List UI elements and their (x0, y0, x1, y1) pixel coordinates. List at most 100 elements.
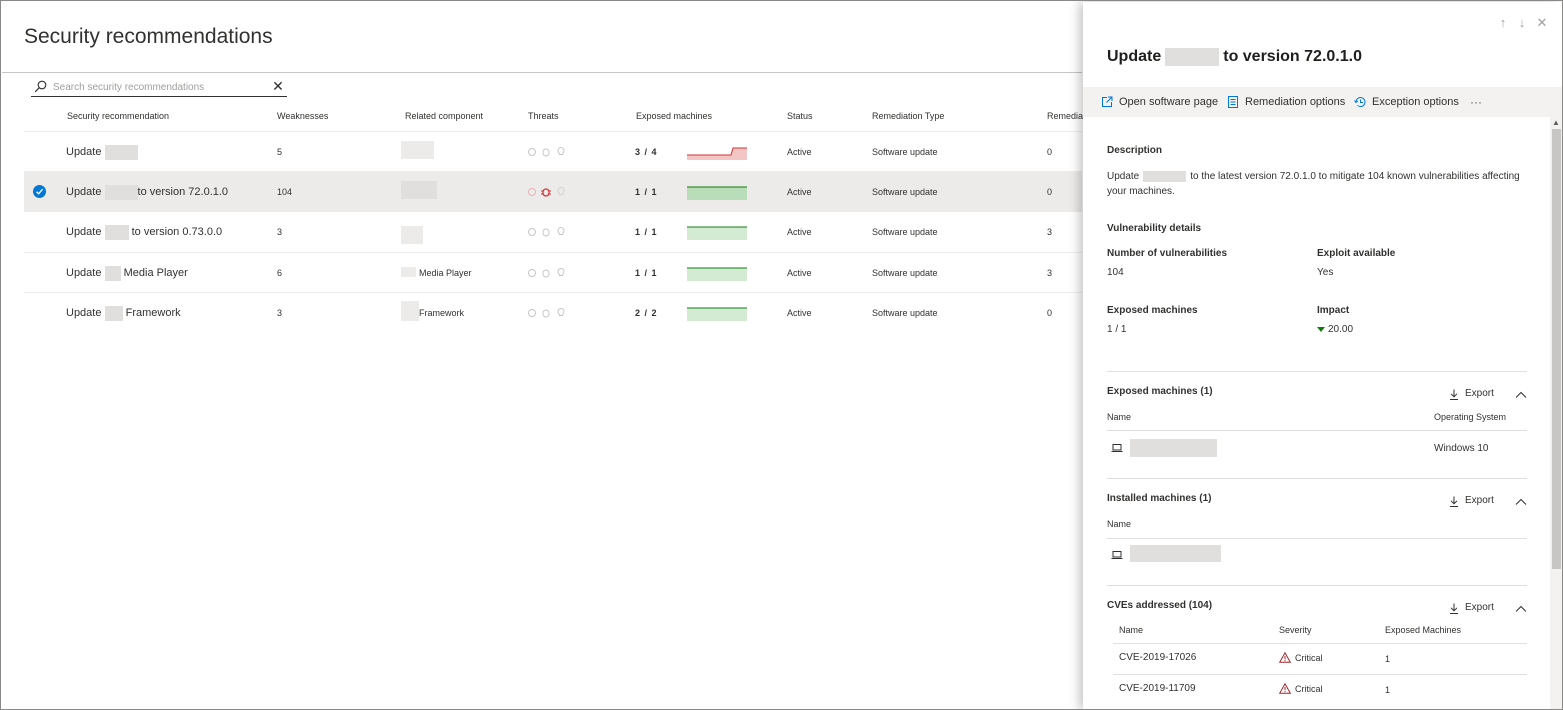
command-bar: Open software page Remediation options E… (1083, 87, 1562, 117)
row-name: Update Framework (66, 305, 181, 321)
description-label: Description (1107, 145, 1163, 156)
row-exposed: 1 / 1 (635, 187, 658, 197)
exposed-machines-section-title: Exposed machines (1) (1107, 386, 1213, 397)
row-name: Update to version 0.73.0.0 (66, 224, 223, 240)
row-remediation: 3 (1047, 227, 1053, 237)
num-vulnerabilities-label: Number of vulnerabilities (1107, 248, 1228, 259)
description-text: Update to the latest version 72.0.1.0 to … (1107, 170, 1520, 197)
exposure-sparkline (687, 226, 747, 240)
section-divider (1107, 371, 1527, 372)
chevron-up-icon[interactable] (1515, 497, 1527, 507)
exposure-sparkline (687, 147, 747, 160)
page-title: Security recommendations (24, 25, 273, 48)
download-icon (1450, 389, 1458, 400)
row-name: Update (66, 132, 138, 172)
exposure-sparkline (687, 186, 747, 200)
num-vulnerabilities-value: 104 (1107, 267, 1124, 278)
row-weaknesses: 3 (277, 308, 283, 318)
col-header-remediation-type[interactable]: Remediation Type (872, 111, 945, 121)
list-icon (1228, 96, 1238, 108)
threat-icons (528, 146, 565, 157)
redacted-text (104, 184, 138, 200)
component-logo (401, 301, 419, 321)
table-row[interactable]: Update to version 0.73.0.0 3 1 / 1 Activ… (24, 211, 1082, 251)
row-weaknesses: 104 (277, 187, 293, 197)
severity-value: Critical (1295, 684, 1323, 694)
open-external-icon (1102, 96, 1113, 107)
history-icon (1354, 97, 1366, 108)
col-header-threats[interactable]: Threats (528, 111, 559, 121)
row-remediation: 3 (1047, 268, 1053, 278)
section-divider (1107, 585, 1527, 586)
row-status: Active (787, 227, 812, 237)
section-divider (1107, 478, 1527, 479)
table-row[interactable]: Update Media Player 6 Media Player 1 / 1… (24, 252, 1082, 292)
row-exposed: 1 / 1 (635, 268, 658, 278)
os-value: Windows 10 (1434, 443, 1489, 454)
threat-icons (528, 226, 565, 237)
scroll-up-icon[interactable]: ▲ (1552, 118, 1560, 127)
redacted-machine-name[interactable] (1130, 545, 1221, 562)
laptop-icon (1111, 551, 1123, 559)
row-remediation-type: Software update (872, 187, 938, 197)
col-header-exposed[interactable]: Exposed machines (636, 111, 713, 121)
chevron-up-icon[interactable] (1515, 604, 1527, 614)
impact-down-icon (1317, 326, 1325, 332)
previous-arrow-icon[interactable]: ↑ (1499, 15, 1507, 30)
row-weaknesses: 3 (277, 227, 283, 237)
details-panel: ↑ ↓ ✕ Update to version 72.0.1.0 Open sof… (1083, 2, 1562, 709)
more-options-button[interactable]: ··· (1470, 95, 1482, 109)
row-status: Active (787, 268, 812, 278)
redacted-text (104, 265, 121, 281)
table-row[interactable]: Update Framework 3 Framework 2 / 2 Activ… (24, 292, 1082, 332)
row-remediation-type: Software update (872, 308, 938, 318)
col-header-status[interactable]: Status (787, 111, 813, 121)
close-icon[interactable]: ✕ (1536, 15, 1548, 30)
exposed-machines-label: Exposed machines (1107, 305, 1198, 316)
cve-name[interactable]: CVE-2019-11709 (1119, 683, 1196, 694)
exposure-sparkline (687, 307, 747, 321)
exploit-available-label: Exploit available (1317, 248, 1396, 259)
col-header-name: Name (1107, 412, 1132, 422)
row-weaknesses: 6 (277, 268, 283, 278)
col-header-name: Name (1107, 519, 1132, 529)
row-weaknesses: 5 (277, 147, 283, 157)
search-icon (34, 80, 47, 93)
redacted-machine-name[interactable] (1130, 439, 1217, 457)
installed-machines-section-title: Installed machines (1) (1107, 493, 1212, 504)
table-row[interactable]: Update 5 3 / 4 Active Software update 0 (24, 131, 1082, 171)
selected-check-icon[interactable] (33, 185, 46, 198)
header-divider (1107, 538, 1527, 539)
row-status: Active (787, 187, 812, 197)
impact-label: Impact (1317, 305, 1350, 316)
row-remediation: 0 (1047, 147, 1053, 157)
row-remediation-type: Software update (872, 268, 938, 278)
col-header-os: Operating System (1434, 412, 1507, 422)
cve-name[interactable]: CVE-2019-17026 (1119, 652, 1197, 663)
row-exposed: 1 / 1 (635, 227, 658, 237)
row-status: Active (787, 308, 812, 318)
table-row[interactable]: Update to version 72.0.1.0 104 1 / 1 Act… (24, 171, 1082, 211)
header-divider (1107, 430, 1527, 431)
panel-scrollbar[interactable]: ▲ (1550, 117, 1562, 709)
search-input[interactable] (53, 80, 263, 94)
clear-search-icon[interactable]: ✕ (272, 78, 284, 94)
redacted-text (104, 144, 138, 160)
col-header-remediation[interactable]: Remediati (1047, 111, 1088, 121)
next-arrow-icon[interactable]: ↓ (1518, 15, 1526, 30)
col-header-severity: Severity (1279, 625, 1312, 635)
component-logo (401, 181, 437, 199)
chevron-up-icon[interactable] (1515, 390, 1527, 400)
row-remediation: 0 (1047, 308, 1053, 318)
redacted-text (1143, 170, 1187, 182)
scroll-thumb[interactable] (1552, 129, 1561, 569)
col-header-component[interactable]: Related component (405, 111, 484, 121)
header-divider (1113, 643, 1527, 644)
row-name: Update Media Player (66, 265, 188, 281)
row-component: Framework (419, 308, 465, 318)
col-header-recommendation[interactable]: Security recommendation (67, 111, 170, 121)
row-divider (1113, 674, 1527, 675)
col-header-weaknesses[interactable]: Weaknesses (277, 111, 329, 121)
redacted-text (104, 224, 129, 240)
